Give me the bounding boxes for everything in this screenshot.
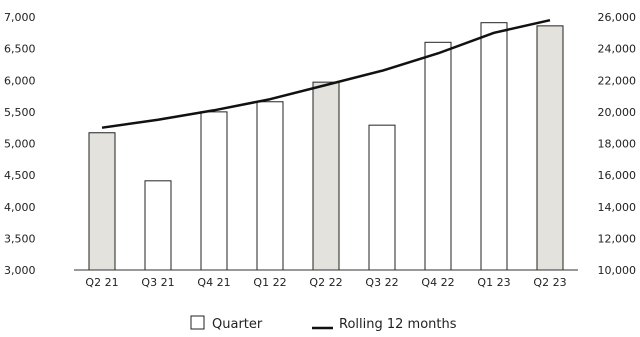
y-left-tick-label: 5,000 (4, 138, 36, 151)
bar-q1-23 (480, 22, 508, 271)
left-axis-labels: 3,000 3,500 4,000 4,500 5,000 5,500 6,000 6,500… (4, 11, 36, 277)
bar-q4-21 (200, 111, 228, 271)
x-tick-label: Q4 22 (421, 276, 454, 289)
y-left-tick-label: 4,000 (4, 201, 36, 214)
right-axis-labels: 10,000 12,000 14,000 16,000 18,000 20,000 22,0… (598, 11, 637, 277)
y-right-tick-label: 22,000 (598, 74, 637, 87)
bar-q2-22 (312, 81, 340, 271)
x-tick-label: Q3 22 (365, 276, 398, 289)
legend-quarter-label: Quarter (212, 317, 263, 332)
x-tick-label: Q2 23 (533, 276, 566, 289)
legend-rolling-label: Rolling 12 months (339, 317, 457, 332)
y-left-tick-label: 3,500 (4, 232, 36, 245)
line-layer (101, 18, 551, 129)
y-left-tick-label: 7,000 (4, 11, 36, 24)
y-right-tick-label: 16,000 (598, 169, 637, 182)
x-tick-label: Q2 21 (85, 276, 118, 289)
y-left-tick-label: 6,500 (4, 43, 36, 56)
x-tick-label: Q1 22 (253, 276, 286, 289)
bars (88, 22, 564, 271)
y-right-tick-label: 10,000 (598, 264, 637, 277)
bar-q2-21 (88, 132, 116, 271)
x-tick-label: Q3 21 (141, 276, 174, 289)
x-axis-labels: Q2 21 Q3 21 Q4 21 Q1 22 Q2 22 Q3 22 Q4 22 Q1 23… (85, 276, 566, 289)
y-right-tick-label: 26,000 (598, 11, 637, 24)
legend: Quarter Rolling 12 months (190, 315, 457, 332)
legend-quarter-swatch (190, 315, 205, 330)
x-tick-label: Q4 21 (197, 276, 230, 289)
bar-q3-21 (144, 180, 172, 271)
bar-q1-22 (256, 101, 284, 271)
bar-q2-23 (536, 25, 564, 271)
y-right-tick-label: 18,000 (598, 138, 637, 151)
y-right-tick-label: 24,000 (598, 43, 637, 56)
y-left-tick-label: 6,000 (4, 74, 36, 87)
bar-q3-22 (368, 124, 396, 271)
y-right-tick-label: 14,000 (598, 201, 637, 214)
y-right-tick-label: 20,000 (598, 106, 637, 119)
y-left-tick-label: 3,000 (4, 264, 36, 277)
y-left-tick-label: 4,500 (4, 169, 36, 182)
x-tick-label: Q1 23 (477, 276, 510, 289)
x-tick-label: Q2 22 (309, 276, 342, 289)
y-left-tick-label: 5,500 (4, 106, 36, 119)
bar-q4-22 (424, 41, 452, 271)
y-right-tick-label: 12,000 (598, 232, 637, 245)
